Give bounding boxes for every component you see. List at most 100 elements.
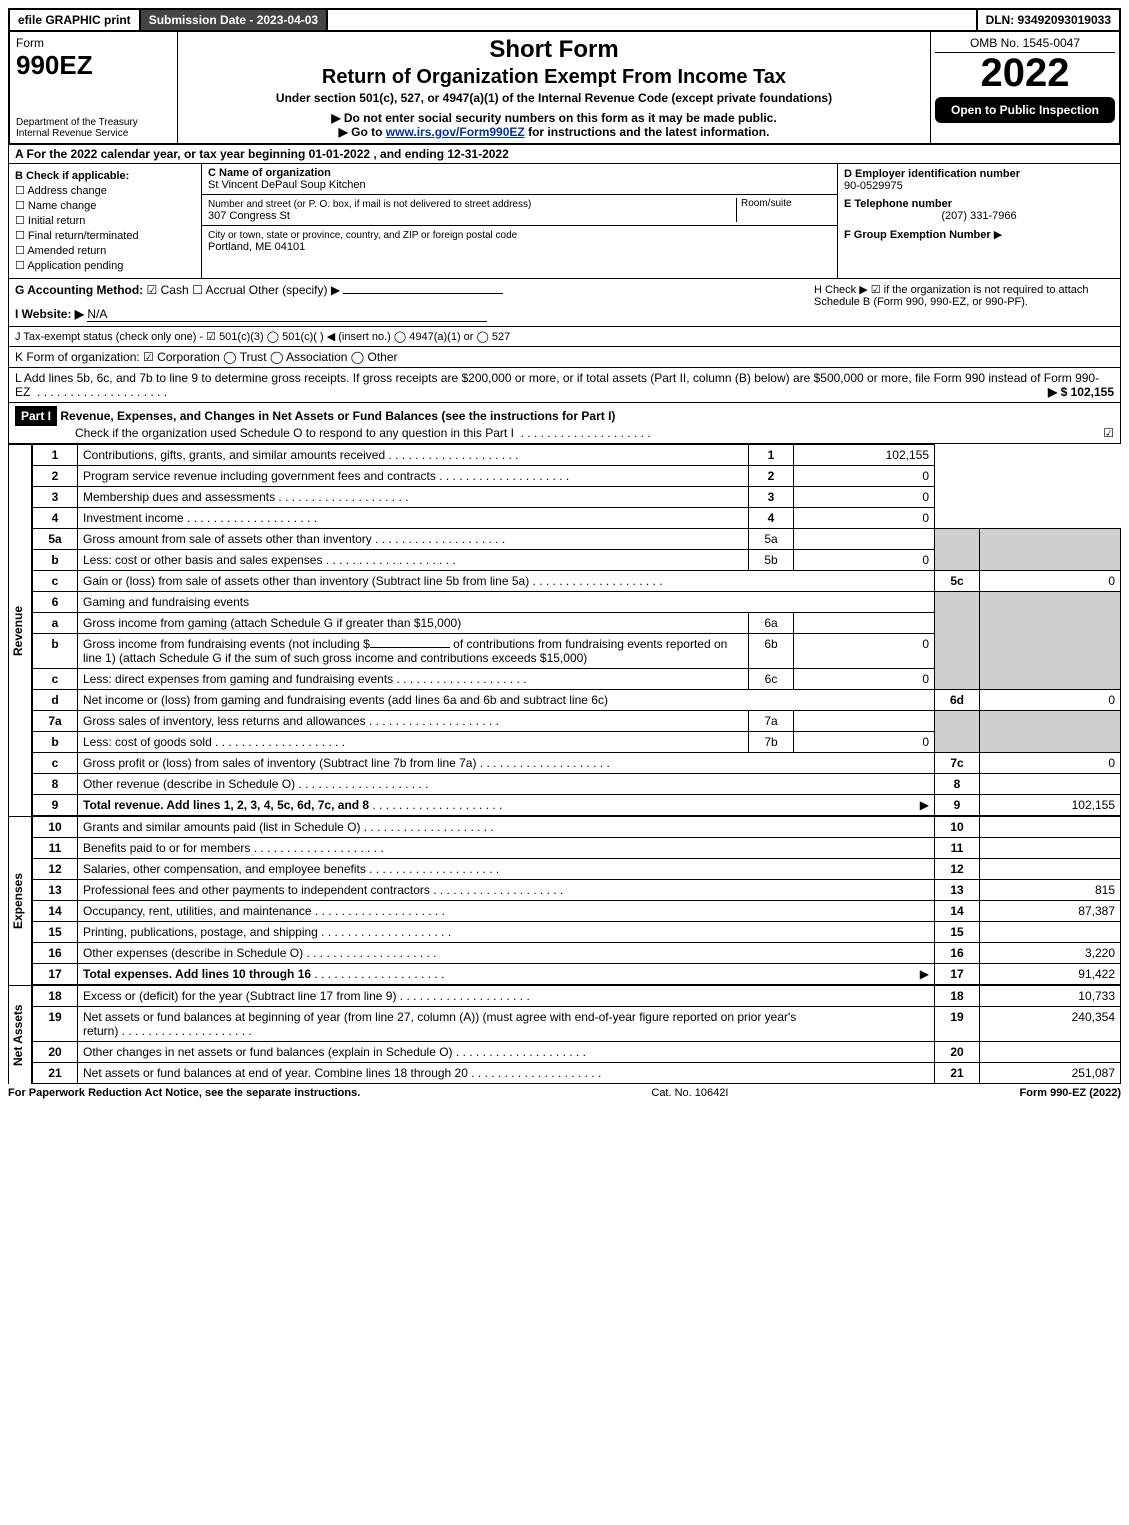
line-6b-text: Gross income from fundraising events (no…	[78, 634, 749, 669]
line-1-num: 1	[33, 445, 78, 466]
line-6c-text: Less: direct expenses from gaming and fu…	[78, 669, 749, 690]
line-6-greyamt	[980, 592, 1121, 690]
goto-arrow	[339, 125, 352, 139]
line-16-text: Other expenses (describe in Schedule O)	[78, 943, 935, 964]
line-7b-subamt: 0	[794, 732, 935, 753]
top-bar: efile GRAPHIC print Submission Date - 20…	[8, 8, 1121, 32]
line-14-text: Occupancy, rent, utilities, and maintena…	[78, 901, 935, 922]
line-11-col: 11	[935, 838, 980, 859]
g-accrual[interactable]: Accrual	[192, 283, 245, 297]
line-5-greyamt	[980, 529, 1121, 571]
line-11-amt	[980, 838, 1121, 859]
line-5c-amt: 0	[980, 571, 1121, 592]
line-7a-num: 7a	[33, 711, 78, 732]
ssn-warning: Do not enter social security numbers on …	[182, 111, 926, 125]
line-20-text: Other changes in net assets or fund bala…	[78, 1042, 935, 1063]
line-15-num: 15	[33, 922, 78, 943]
line-7-greyamt	[980, 711, 1121, 753]
line-17-amt: 91,422	[980, 964, 1121, 985]
section-a: A For the 2022 calendar year, or tax yea…	[8, 145, 1121, 164]
line-15-amt	[980, 922, 1121, 943]
line-19-num: 19	[33, 1007, 78, 1042]
c-name-label: C Name of organization	[208, 167, 331, 179]
tax-year: 2022	[935, 53, 1115, 93]
line-7b-subcol: 7b	[749, 732, 794, 753]
chk-name-change[interactable]: Name change	[15, 199, 195, 212]
line-5c-col: 5c	[935, 571, 980, 592]
dln: DLN: 93492093019033	[976, 10, 1119, 30]
line-10-amt	[980, 817, 1121, 838]
irs-label: Internal Revenue Service	[16, 128, 171, 139]
line-7a-subamt	[794, 711, 935, 732]
line-17-col: 17	[935, 964, 980, 985]
line-5c-text: Gain or (loss) from sale of assets other…	[78, 571, 935, 592]
group-exempt-label: F Group Exemption Number	[844, 229, 991, 241]
line-2-text: Program service revenue including govern…	[78, 466, 749, 487]
line-5b-subcol: 5b	[749, 550, 794, 571]
line-21-text: Net assets or fund balances at end of ye…	[78, 1063, 935, 1084]
submission-date: Submission Date - 2023-04-03	[141, 10, 328, 30]
g-other[interactable]: Other (specify) ▶	[249, 283, 340, 297]
return-title: Return of Organization Exempt From Incom…	[182, 66, 926, 89]
chk-amended-return[interactable]: Amended return	[15, 244, 195, 257]
expenses-section: Expenses 10Grants and similar amounts pa…	[8, 816, 1121, 985]
line-8-col: 8	[935, 774, 980, 795]
line-18-text: Excess or (deficit) for the year (Subtra…	[78, 986, 935, 1007]
part1-check-text: Check if the organization used Schedule …	[75, 426, 514, 440]
line-6d-num: d	[33, 690, 78, 711]
form-number: 990EZ	[16, 50, 171, 81]
chk-address-change[interactable]: Address change	[15, 184, 195, 197]
line-15-col: 15	[935, 922, 980, 943]
line-6b-subcol: 6b	[749, 634, 794, 669]
line-10-text: Grants and similar amounts paid (list in…	[78, 817, 935, 838]
line-16-amt: 3,220	[980, 943, 1121, 964]
city-label: City or town, state or province, country…	[208, 230, 517, 241]
section-b: B Check if applicable: Address change Na…	[9, 164, 202, 278]
line-8-text: Other revenue (describe in Schedule O)	[78, 774, 935, 795]
chk-initial-return[interactable]: Initial return	[15, 214, 195, 227]
line-21-amt: 251,087	[980, 1063, 1121, 1084]
line-6b-num: b	[33, 634, 78, 669]
line-14-num: 14	[33, 901, 78, 922]
footer-right: Form 990-EZ (2022)	[1020, 1087, 1121, 1099]
chk-application-pending[interactable]: Application pending	[15, 259, 195, 272]
line-9-amt: 102,155	[980, 795, 1121, 816]
line-5a-num: 5a	[33, 529, 78, 550]
part1-checkbox[interactable]: ☑	[1103, 426, 1114, 440]
line-18-col: 18	[935, 986, 980, 1007]
g-label: G Accounting Method:	[15, 283, 143, 297]
line-9-num: 9	[33, 795, 78, 816]
line-6a-text: Gross income from gaming (attach Schedul…	[78, 613, 749, 634]
g-cash[interactable]: Cash	[147, 283, 189, 297]
chk-final-return[interactable]: Final return/terminated	[15, 229, 195, 242]
line-7c-num: c	[33, 753, 78, 774]
line-3-amt: 0	[794, 487, 935, 508]
line-6a-subamt	[794, 613, 935, 634]
part1-header-row: Part I Revenue, Expenses, and Changes in…	[8, 403, 1121, 444]
line-10-num: 10	[33, 817, 78, 838]
line-13-amt: 815	[980, 880, 1121, 901]
line-17-num: 17	[33, 964, 78, 985]
info-grid: B Check if applicable: Address change Na…	[8, 164, 1121, 279]
expenses-vert-label: Expenses	[8, 816, 32, 985]
net-assets-section: Net Assets 18Excess or (deficit) for the…	[8, 985, 1121, 1084]
line-14-col: 14	[935, 901, 980, 922]
room-label: Room/suite	[736, 198, 831, 222]
line-6d-amt: 0	[980, 690, 1121, 711]
line-7c-amt: 0	[980, 753, 1121, 774]
line-4-text: Investment income	[78, 508, 749, 529]
goto-link[interactable]: www.irs.gov/Form990EZ	[386, 125, 525, 139]
line-21-col: 21	[935, 1063, 980, 1084]
group-arrow: ▶	[994, 229, 1002, 241]
footer-left: For Paperwork Reduction Act Notice, see …	[8, 1087, 360, 1099]
line-16-num: 16	[33, 943, 78, 964]
goto-pre: Go to	[351, 125, 386, 139]
line-10-col: 10	[935, 817, 980, 838]
line-6-num: 6	[33, 592, 78, 613]
website-value: N/A	[87, 307, 487, 322]
form-word: Form	[16, 36, 171, 50]
line-4-amt: 0	[794, 508, 935, 529]
line-3-text: Membership dues and assessments	[78, 487, 749, 508]
line-16-col: 16	[935, 943, 980, 964]
part1-title: Revenue, Expenses, and Changes in Net As…	[60, 409, 615, 423]
